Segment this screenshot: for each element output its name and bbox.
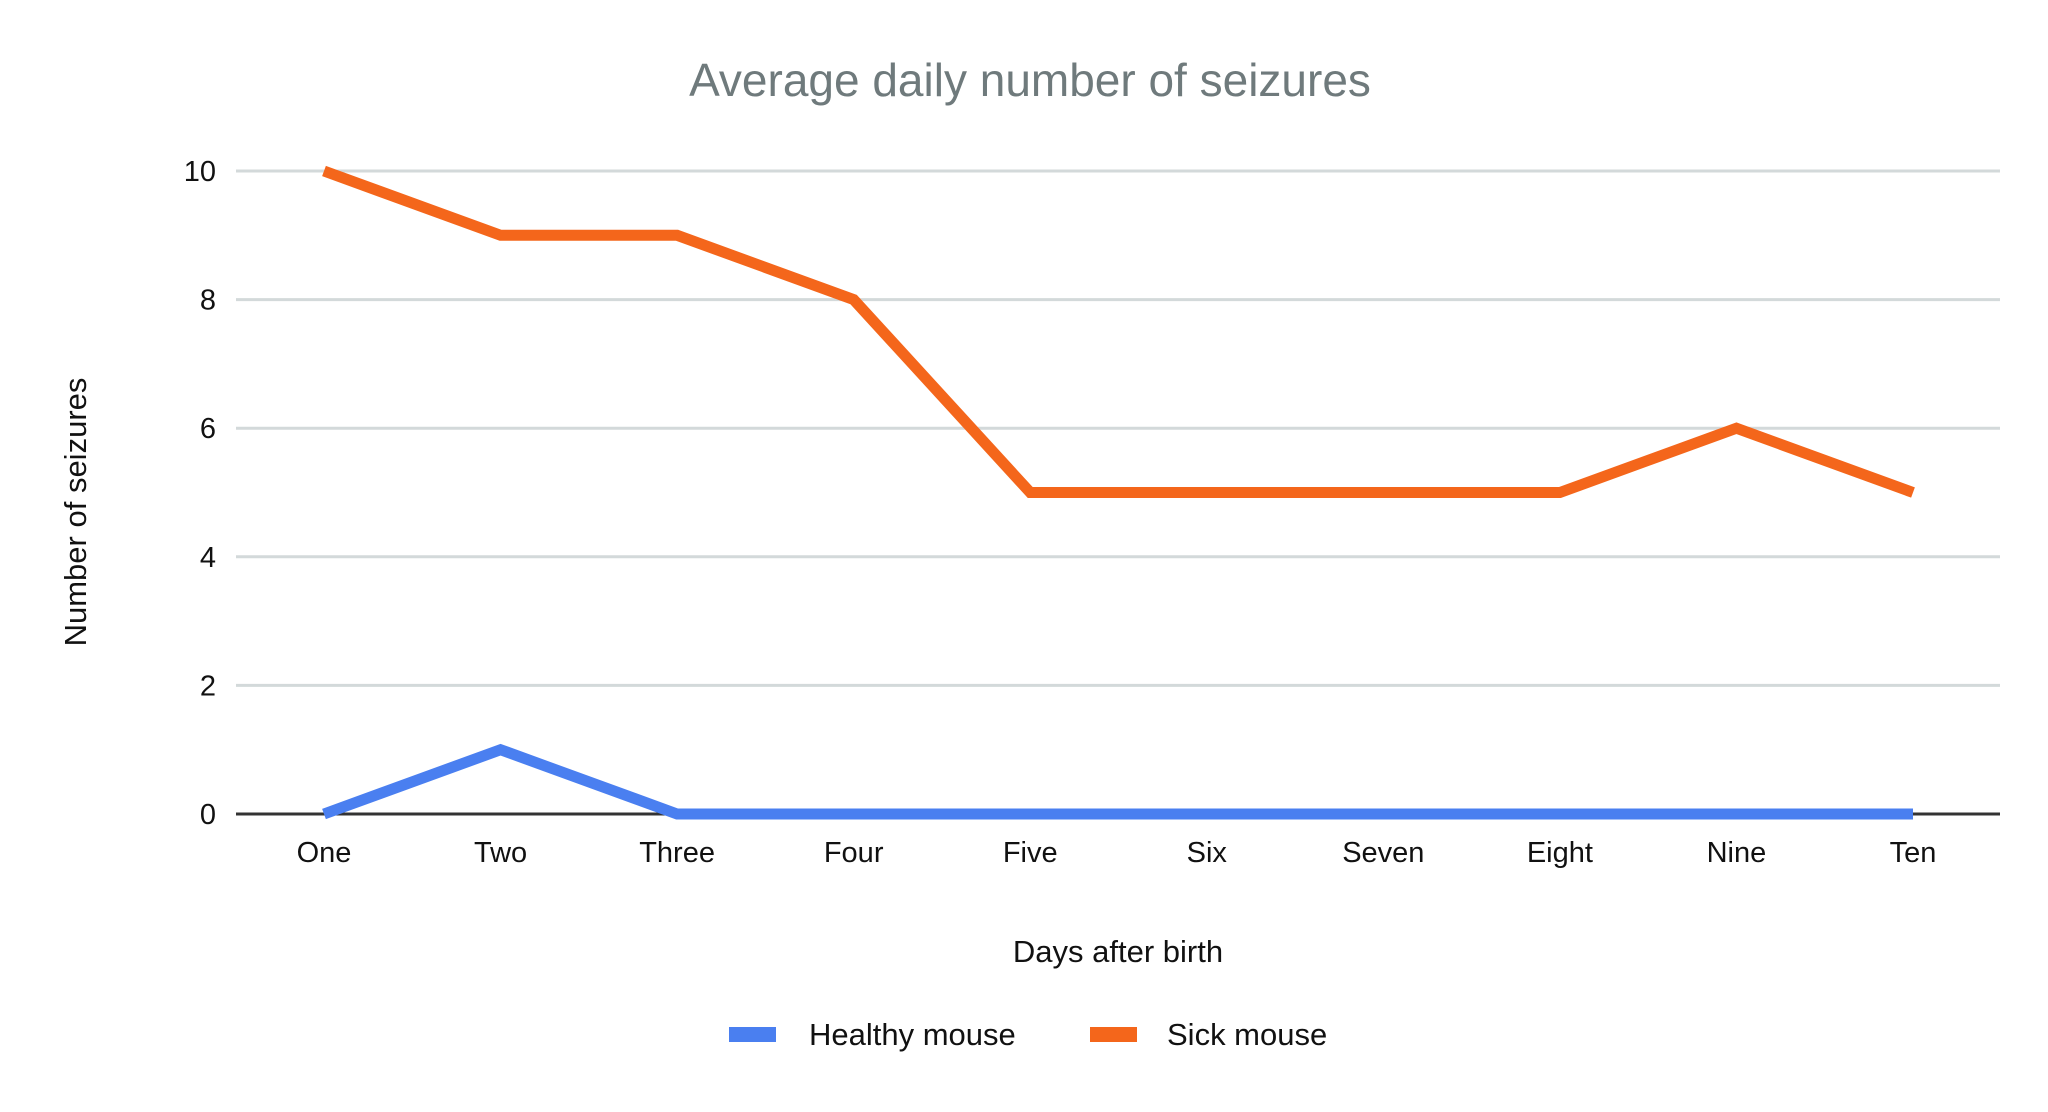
x-tick-label: Six	[1187, 837, 1228, 869]
x-tick-label: Three	[639, 837, 715, 869]
legend-label: Healthy mouse	[809, 1017, 1016, 1052]
series-line-healthy-mouse	[322, 743, 1913, 820]
x-tick-label: Two	[474, 837, 527, 869]
x-tick-label: Eight	[1527, 837, 1593, 869]
x-tick-label: Five	[1003, 837, 1058, 869]
x-tick-label: Nine	[1707, 837, 1767, 869]
y-tick-label: 6	[200, 413, 216, 445]
x-tick-label: Ten	[1890, 837, 1937, 869]
y-axis-label: Number of seizures	[58, 378, 93, 647]
x-tick-label: Four	[824, 837, 884, 869]
chart-title: Average daily number of seizures	[689, 54, 1371, 106]
legend-swatch	[1090, 1027, 1137, 1042]
x-axis-label: Days after birth	[1013, 934, 1223, 969]
y-tick-label: 10	[184, 156, 216, 188]
x-tick-label: One	[297, 837, 352, 869]
y-tick-label: 4	[200, 542, 216, 574]
y-tick-label: 2	[200, 670, 216, 702]
y-tick-labels: 0 2 4 6 8 10	[184, 156, 216, 831]
y-tick-label: 0	[200, 799, 216, 831]
series-lines	[322, 165, 1915, 820]
x-tick-label: Seven	[1342, 837, 1424, 869]
legend-label: Sick mouse	[1167, 1017, 1327, 1052]
y-tick-label: 8	[200, 285, 216, 317]
legend: Healthy mouse Sick mouse	[729, 1017, 1327, 1052]
legend-swatch	[729, 1027, 776, 1042]
x-tick-labels: One Two Three Four Five Six Seven Eight Nine Ten	[297, 837, 1937, 869]
series-line-sick-mouse	[322, 165, 1915, 498]
